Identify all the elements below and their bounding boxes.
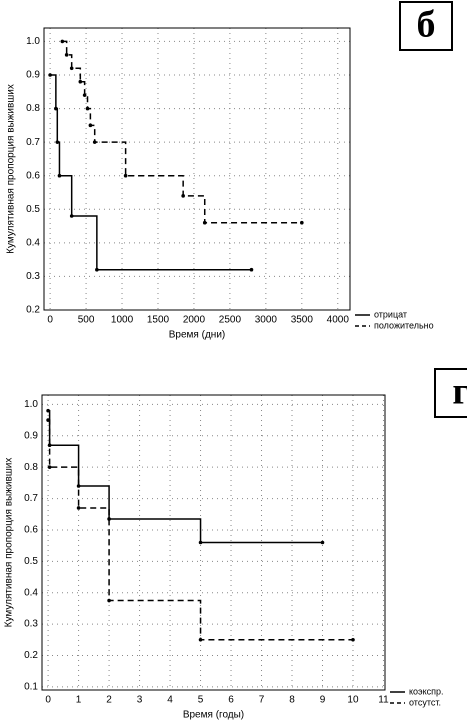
censor-dot — [54, 106, 58, 111]
censor-dot — [198, 540, 203, 545]
censor-dot — [107, 517, 111, 521]
x-tick-label: 11 — [378, 695, 389, 706]
y-tick-label: 1.0 — [24, 399, 38, 410]
x-tick-label: 6 — [228, 695, 234, 706]
x-axis-label: Время (годы) — [183, 710, 244, 721]
x-tick-label: 2 — [106, 695, 112, 706]
y-tick-label: 0.1 — [24, 682, 38, 693]
censor-dot — [76, 484, 81, 488]
censor-dot — [47, 443, 52, 448]
y-tick-label: 0.6 — [24, 525, 38, 536]
censor-dot — [202, 220, 207, 225]
x-tick-label: 2500 — [219, 315, 242, 326]
x-tick-label: 1500 — [147, 315, 170, 326]
y-tick-label: 0.6 — [26, 170, 40, 181]
x-tick-label: 4000 — [327, 315, 350, 326]
x-tick-label: 2000 — [183, 315, 206, 326]
x-tick-label: 3500 — [291, 315, 314, 326]
y-tick-label: 0.5 — [24, 556, 38, 567]
censor-dot — [47, 465, 52, 469]
legend-label: коэкспр. — [409, 686, 444, 696]
y-tick-label: 0.8 — [24, 462, 38, 473]
censor-dot — [69, 66, 74, 71]
y-tick-label: 1.0 — [26, 36, 40, 47]
y-tick-label: 0.5 — [26, 204, 40, 215]
x-tick-label: 8 — [289, 695, 295, 706]
censor-dot — [85, 106, 90, 111]
censor-dot — [60, 39, 65, 44]
censor-dot — [46, 408, 50, 413]
censor-dot — [300, 220, 304, 225]
x-tick-label: 10 — [347, 695, 359, 706]
censor-dot — [92, 140, 97, 144]
y-tick-label: 0.8 — [26, 103, 40, 114]
censor-dot — [123, 173, 128, 178]
x-tick-label: 0 — [47, 315, 53, 326]
survival-line — [48, 409, 323, 544]
survival-line — [48, 419, 353, 641]
y-tick-label: 0.2 — [24, 650, 38, 661]
censor-dot — [78, 79, 83, 84]
x-tick-label: 1 — [76, 695, 82, 706]
plot-frame — [41, 394, 386, 691]
panel-box — [434, 368, 467, 418]
y-tick-label: 0.9 — [26, 70, 40, 81]
x-tick-label: 9 — [320, 695, 326, 706]
censor-dot — [76, 506, 81, 510]
censor-dot — [198, 637, 203, 642]
y-tick-label: 0.4 — [26, 237, 40, 248]
censor-dot — [48, 73, 52, 77]
panel-label: г — [452, 371, 467, 413]
plot-frame — [43, 27, 351, 311]
censor-dot — [249, 267, 254, 272]
panel-label: б — [417, 4, 436, 46]
censor-dot — [320, 540, 325, 545]
y-axis-label: Кумулятивная пропорция выживших — [6, 84, 17, 254]
y-axis-label: Кумулятивная пропорция выживших — [4, 458, 15, 628]
y-tick-label: 0.4 — [24, 587, 38, 598]
censor-dot — [107, 598, 111, 603]
legend-label: отсутст. — [409, 697, 441, 707]
y-tick-label: 0.3 — [26, 271, 40, 282]
censor-dot — [64, 53, 69, 57]
x-axis-label: Время (дни) — [169, 330, 225, 341]
censor-dot — [88, 123, 93, 128]
y-tick-label: 0.2 — [26, 305, 40, 316]
x-tick-label: 7 — [259, 695, 265, 706]
y-tick-label: 0.3 — [24, 619, 38, 630]
censor-dot — [95, 267, 99, 272]
y-tick-label: 0.7 — [24, 493, 38, 504]
x-tick-label: 3000 — [255, 315, 278, 326]
censor-dot — [82, 93, 87, 97]
x-tick-label: 4 — [167, 695, 173, 706]
panel-box — [399, 1, 453, 51]
censor-dot — [69, 214, 74, 218]
censor-dot — [57, 173, 62, 178]
censor-dot — [351, 637, 355, 642]
y-tick-label: 0.9 — [24, 430, 38, 441]
legend-label: положительно — [374, 320, 434, 330]
y-tick-label: 0.7 — [26, 137, 40, 148]
survival-line — [50, 74, 252, 271]
legend-label: отрицат — [374, 309, 407, 319]
x-tick-label: 500 — [78, 315, 95, 326]
x-tick-label: 5 — [198, 695, 204, 706]
x-tick-label: 0 — [45, 695, 51, 706]
censor-dot — [181, 194, 185, 198]
x-tick-label: 1000 — [111, 315, 134, 326]
censor-dot — [46, 418, 50, 422]
x-tick-label: 3 — [137, 695, 143, 706]
censor-dot — [55, 140, 60, 144]
